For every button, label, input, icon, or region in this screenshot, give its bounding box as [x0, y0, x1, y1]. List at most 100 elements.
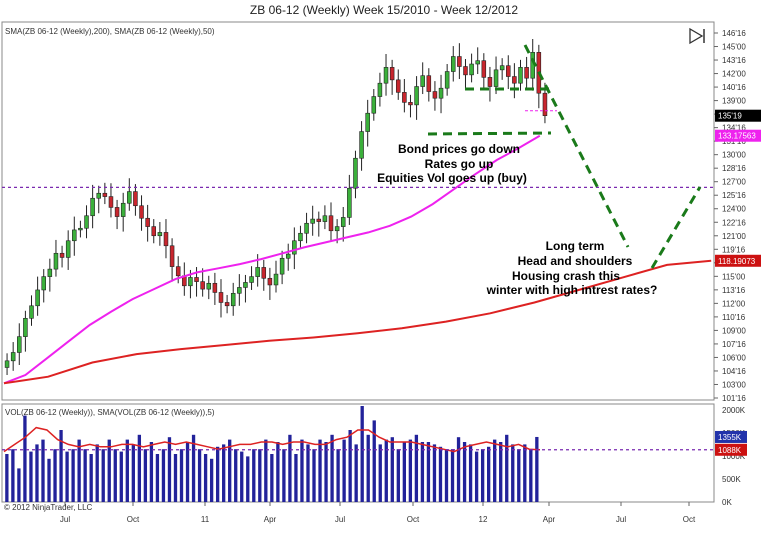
- volume-bar: [228, 439, 232, 502]
- vol-tick-label: 1000K: [722, 452, 746, 461]
- candle-body: [35, 289, 40, 307]
- volume-bar: [312, 449, 316, 502]
- candle-body: [72, 229, 77, 242]
- candle-body: [114, 207, 120, 217]
- candle-body: [200, 281, 205, 290]
- candle-body: [65, 240, 71, 258]
- price-tick-label: 110'16: [722, 313, 746, 322]
- volume-bar: [240, 451, 244, 502]
- candle-body: [169, 245, 175, 267]
- annotation-text: winter with high intrest rates?: [486, 283, 658, 297]
- candle-body: [420, 75, 425, 87]
- volume-bar: [535, 436, 539, 502]
- annotation-text: Housing crash this: [512, 269, 620, 283]
- candle-body: [243, 282, 248, 288]
- sma50-tag: 133.17563: [718, 132, 756, 141]
- volume-bar: [426, 442, 431, 502]
- x-tick-label: Jul: [60, 515, 70, 524]
- candle-body: [218, 292, 224, 303]
- candle-body: [322, 215, 328, 222]
- volume-bar: [137, 434, 142, 502]
- sma200-line: [3, 259, 712, 385]
- volume-bar: [264, 439, 268, 502]
- price-tick-label: 112'00: [722, 299, 746, 308]
- candle-body: [499, 65, 505, 71]
- candle-body: [383, 67, 389, 84]
- price-tick-label: 101'16: [722, 394, 746, 403]
- price-tick-label: 115'00: [722, 272, 746, 281]
- candle-body: [426, 75, 432, 92]
- volume-bar: [270, 454, 274, 502]
- x-tick-label: Jul: [335, 515, 345, 524]
- volume-bar: [215, 446, 220, 502]
- volume-bar: [209, 458, 214, 502]
- volume-bar: [408, 439, 413, 502]
- volume-bar: [167, 437, 172, 502]
- volume-bar: [113, 449, 117, 502]
- volume-bar: [149, 442, 154, 502]
- volume-bar: [499, 442, 503, 502]
- volume-bar: [306, 444, 310, 502]
- candle-body: [402, 92, 407, 103]
- candle-body: [127, 191, 132, 204]
- volume-bar: [107, 439, 111, 502]
- volume-bar: [161, 449, 166, 502]
- candle-body: [506, 65, 511, 77]
- candle-body: [328, 215, 334, 232]
- price-tick-label: 122'16: [722, 218, 746, 227]
- volume-bar: [83, 449, 87, 502]
- candle-body: [353, 157, 358, 189]
- volume-bar: [318, 439, 322, 502]
- candle-body: [224, 302, 230, 307]
- price-tick-label: 146'16: [722, 29, 746, 38]
- candle-body: [188, 277, 193, 287]
- volume-bar: [65, 451, 69, 502]
- candle-body: [267, 277, 273, 286]
- volume-bar: [529, 449, 533, 502]
- price-tick-label: 109'00: [722, 326, 746, 335]
- candle-body: [230, 292, 236, 307]
- volume-bar: [222, 444, 226, 502]
- candle-body: [194, 277, 199, 282]
- volume-bar: [29, 451, 33, 502]
- volume-bar: [456, 437, 461, 502]
- sma50-line: [3, 134, 541, 385]
- volume-bar: [390, 437, 394, 502]
- volume-bar: [246, 456, 250, 502]
- candle-body: [487, 77, 493, 87]
- volume-bar: [258, 449, 262, 502]
- candle-body: [47, 268, 53, 277]
- volume-bar: [131, 444, 135, 502]
- candle-body: [469, 63, 474, 76]
- volume-panel: [1, 403, 715, 503]
- price-tick-label: 124'00: [722, 205, 746, 214]
- volume-bar: [276, 442, 280, 502]
- candle-body: [53, 252, 59, 270]
- candle-body: [90, 197, 95, 217]
- volume-bar: [173, 454, 178, 502]
- candle-body: [512, 76, 517, 84]
- price-tick-label: 107'16: [722, 340, 746, 349]
- projection-up: [650, 186, 702, 269]
- x-tick-label: Oct: [683, 515, 696, 524]
- candle-body: [212, 282, 218, 293]
- volume-bar: [252, 449, 256, 502]
- volume-bar: [487, 446, 491, 502]
- candle-body: [59, 252, 65, 258]
- volume-bar: [468, 444, 473, 502]
- volume-legend: VOL(ZB 06-12 (Weekly)), SMA(VOL(ZB 06-12…: [5, 408, 215, 417]
- vol-tick-label: 500K: [722, 475, 741, 484]
- volume-bar: [414, 434, 419, 502]
- volume-bar: [444, 449, 449, 502]
- price-tick-label: 119'16: [722, 245, 746, 254]
- price-tick-label: 134'16: [722, 124, 746, 133]
- candle-body: [84, 215, 89, 229]
- volume-bar: [282, 449, 286, 502]
- play-end-icon[interactable]: [689, 27, 705, 45]
- candle-body: [206, 282, 212, 290]
- candle-body: [463, 66, 468, 76]
- volume-bar: [348, 430, 352, 502]
- candle-body: [518, 67, 523, 84]
- candle-body: [145, 217, 150, 227]
- volume-bar: [402, 442, 406, 502]
